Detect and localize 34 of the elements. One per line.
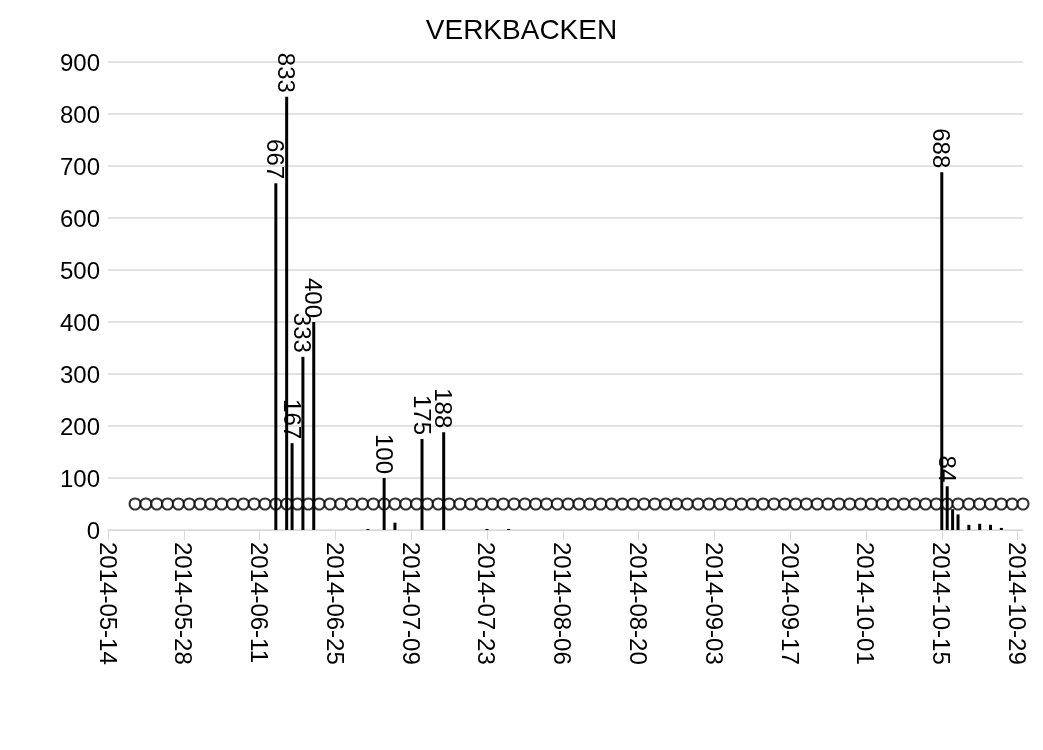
data-label: 688 [928, 128, 956, 169]
x-tick-label: 2014-10-15 [928, 542, 956, 665]
bar [393, 522, 397, 530]
y-tick-label: 100 [59, 464, 100, 492]
bar [967, 524, 971, 530]
x-tick-label: 2014-10-29 [1004, 542, 1032, 665]
x-tick-label: 2014-08-20 [625, 542, 653, 665]
y-tick-label: 700 [59, 152, 100, 180]
y-tick-label: 200 [59, 412, 100, 440]
x-tick-label: 2014-09-03 [700, 542, 728, 665]
x-tick-label: 2014-10-01 [852, 542, 880, 665]
y-tick-label: 0 [86, 516, 100, 544]
y-tick-label: 900 [59, 48, 100, 76]
data-label: 833 [273, 52, 301, 93]
x-tick-label: 2014-07-23 [473, 542, 501, 665]
x-tick-label: 2014-08-06 [549, 542, 577, 665]
chart-title: VERKBACKEN [425, 13, 618, 45]
x-tick-label: 2014-06-25 [321, 542, 349, 665]
bar [999, 527, 1003, 530]
x-tick-label: 2014-06-11 [246, 542, 274, 663]
bar [989, 524, 993, 530]
x-tick-label: 2014-07-09 [397, 542, 425, 665]
x-tick-label: 2014-05-28 [170, 542, 198, 665]
bar [978, 523, 982, 530]
x-tick-label: 2014-05-14 [94, 542, 122, 665]
y-tick-label: 500 [59, 256, 100, 284]
y-tick-label: 600 [59, 204, 100, 232]
bar [956, 514, 960, 530]
x-tick-label: 2014-09-17 [776, 542, 804, 665]
data-label: 100 [370, 433, 398, 474]
data-label: 667 [262, 139, 290, 180]
y-tick-label: 800 [59, 100, 100, 128]
y-tick-label: 400 [59, 308, 100, 336]
y-tick-label: 300 [59, 360, 100, 388]
